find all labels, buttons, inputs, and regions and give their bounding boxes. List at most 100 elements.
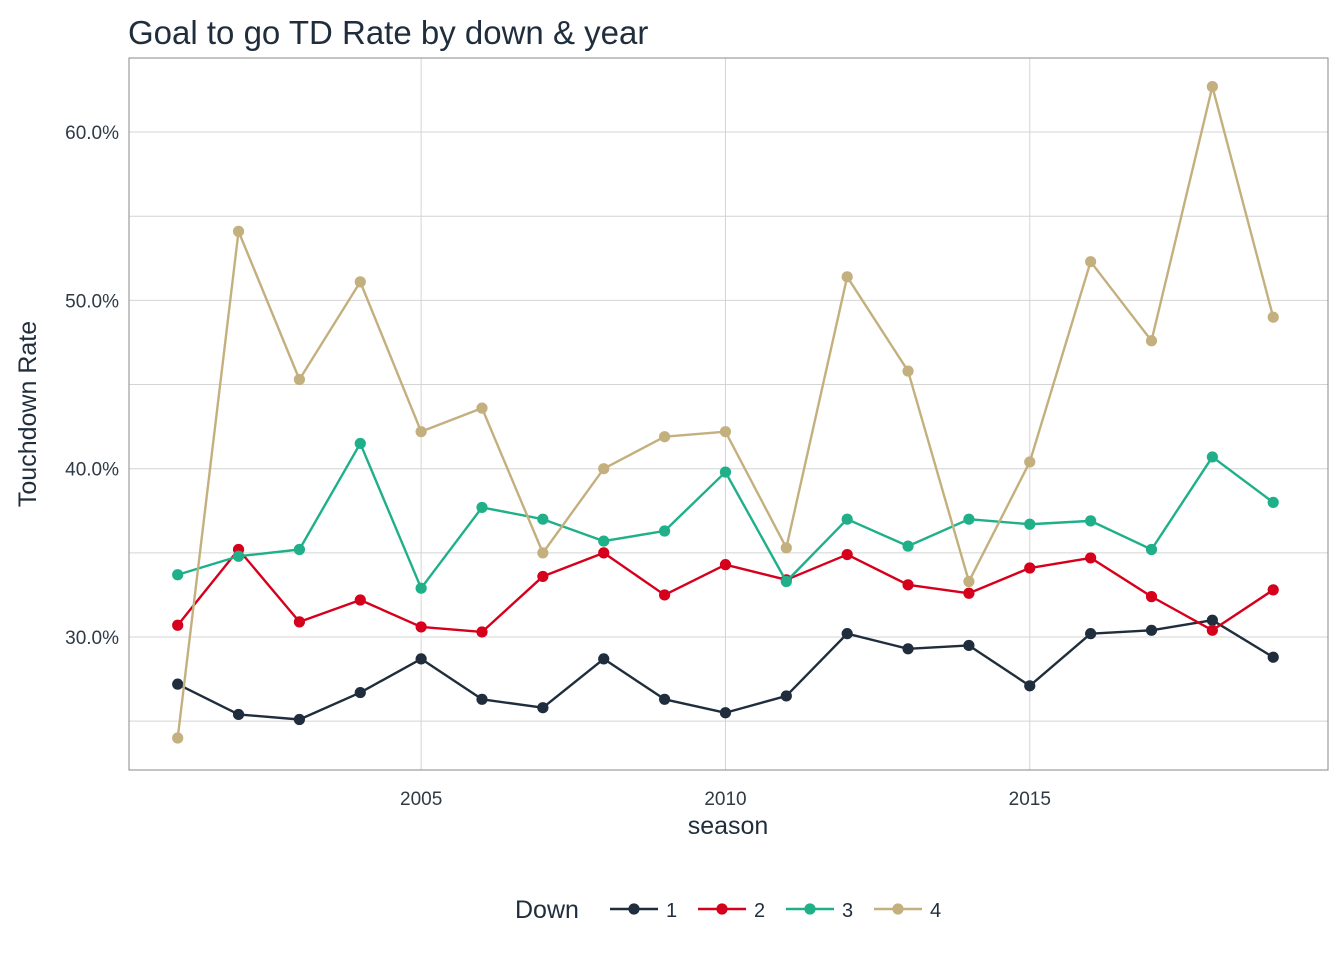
y-tick-label: 40.0%	[65, 460, 119, 481]
y-axis-title: Touchdown Rate	[14, 321, 42, 507]
data-point	[172, 678, 184, 690]
data-point	[902, 365, 914, 377]
data-point	[963, 587, 975, 599]
data-point	[1024, 518, 1036, 530]
data-point	[719, 707, 732, 719]
data-point	[1267, 584, 1279, 596]
data-point	[354, 437, 366, 450]
x-axis-title: season	[688, 812, 769, 840]
data-point	[598, 535, 610, 547]
legend-label: 1	[666, 900, 677, 922]
data-point	[293, 616, 306, 628]
y-tick-label: 50.0%	[65, 291, 119, 312]
data-point	[232, 225, 245, 237]
legend-label: 4	[930, 900, 941, 922]
data-point	[658, 693, 671, 705]
data-point	[719, 559, 732, 571]
legend-item-3: 3	[786, 900, 853, 922]
series-down-2	[172, 543, 1279, 638]
legend-key-point	[804, 903, 816, 915]
legend-key-point	[892, 903, 904, 915]
data-point	[902, 579, 914, 591]
data-point	[1145, 591, 1158, 603]
data-point	[354, 686, 366, 699]
data-point	[963, 639, 975, 652]
x-tick-label: 2010	[704, 789, 746, 810]
y-axis-ticks: 30.0% 40.0% 50.0% 60.0%	[65, 123, 119, 649]
series-down-4	[172, 81, 1279, 744]
y-tick-label: 30.0%	[65, 628, 119, 649]
data-point	[598, 463, 610, 475]
data-point	[902, 540, 914, 552]
data-point	[476, 693, 488, 705]
data-point	[1206, 624, 1218, 636]
data-point	[1206, 614, 1218, 626]
legend-key-point	[716, 903, 728, 915]
data-point	[963, 513, 975, 525]
data-point	[963, 575, 975, 588]
data-point	[1024, 680, 1036, 692]
legend: Down 1 2 3 4	[515, 896, 941, 924]
data-point	[780, 575, 792, 588]
data-point	[293, 543, 306, 556]
data-point	[1267, 651, 1279, 663]
data-point	[232, 550, 245, 562]
data-point	[354, 276, 366, 288]
series-layer	[172, 81, 1279, 744]
data-point	[537, 513, 549, 525]
legend-key-point	[628, 903, 640, 915]
data-point	[1145, 624, 1158, 636]
data-point	[293, 373, 306, 386]
data-point	[841, 628, 853, 640]
data-point	[658, 589, 671, 601]
data-point	[415, 426, 427, 438]
data-point	[1206, 451, 1218, 463]
x-tick-label: 2015	[1009, 789, 1051, 810]
data-point	[1085, 552, 1097, 564]
data-point	[354, 594, 366, 606]
data-point	[537, 570, 549, 583]
data-point	[1267, 496, 1279, 508]
data-point	[1145, 335, 1158, 347]
legend-label: 3	[842, 900, 853, 922]
plot-panel-border	[128, 57, 1329, 771]
x-tick-label: 2005	[400, 789, 442, 810]
data-point	[1267, 311, 1279, 323]
data-point	[232, 708, 245, 721]
data-point	[780, 690, 792, 702]
y-tick-label: 60.0%	[65, 123, 119, 144]
data-point	[841, 513, 853, 525]
data-point	[780, 542, 792, 554]
data-point	[1145, 543, 1158, 556]
data-point	[719, 466, 732, 478]
grid	[129, 58, 1328, 770]
data-point	[1085, 628, 1097, 640]
data-point	[902, 643, 914, 655]
data-point	[537, 702, 549, 714]
data-point	[172, 732, 184, 744]
data-point	[415, 621, 427, 633]
series-down-1	[172, 614, 1279, 726]
series-down-3	[172, 437, 1279, 594]
data-point	[1024, 562, 1036, 574]
data-point	[293, 713, 306, 726]
data-point	[172, 619, 184, 631]
data-point	[476, 626, 488, 638]
data-point	[841, 271, 853, 283]
legend-item-1: 1	[610, 900, 677, 922]
data-point	[598, 653, 610, 665]
data-point	[1085, 515, 1097, 527]
legend-item-2: 2	[698, 900, 765, 922]
data-point	[1024, 456, 1036, 468]
data-point	[841, 548, 853, 561]
data-point	[476, 501, 488, 514]
data-point	[476, 402, 488, 414]
data-point	[415, 582, 427, 594]
data-point	[172, 569, 184, 581]
chart-title: Goal to go TD Rate by down & year	[128, 14, 648, 51]
legend-title: Down	[515, 896, 579, 924]
legend-label: 2	[754, 900, 765, 922]
x-axis-ticks: 2005 2010 2015	[400, 789, 1051, 810]
data-point	[537, 547, 549, 559]
